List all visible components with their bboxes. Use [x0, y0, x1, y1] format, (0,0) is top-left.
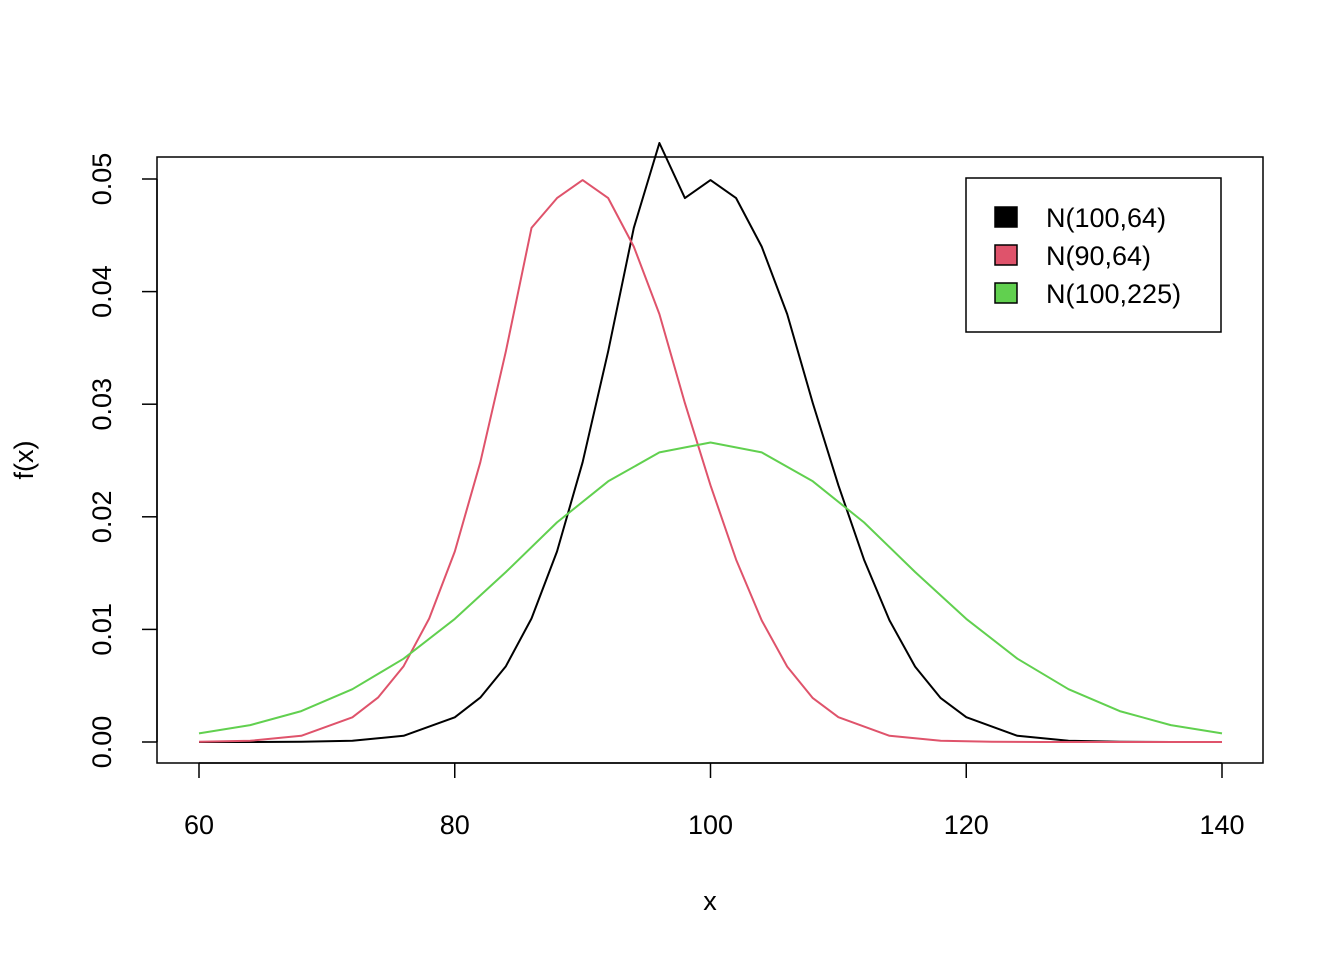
series-line-2	[198, 441, 1223, 735]
y-tick-label: 0.01	[87, 603, 117, 656]
series-line-0	[199, 142, 1222, 743]
y-tick-label: 0.05	[87, 153, 117, 206]
y-tick-label: 0.00	[87, 716, 117, 769]
x-tick-label: 100	[688, 810, 733, 840]
legend-swatch	[994, 206, 1018, 228]
legend: N(100,64) N(90,64) N(100,225)	[965, 177, 1222, 333]
series-line-1	[198, 179, 1222, 743]
legend-label: N(100,225)	[1046, 279, 1181, 309]
legend-swatch	[994, 244, 1018, 266]
density-curves	[198, 142, 1223, 743]
y-tick-label: 0.04	[87, 265, 117, 318]
x-axis-title: x	[703, 886, 717, 916]
y-tick-label: 0.03	[87, 378, 117, 431]
x-tick-label: 60	[184, 810, 214, 840]
legend-swatch	[994, 282, 1018, 304]
y-axis-title: f(x)	[9, 441, 39, 480]
legend-label: N(100,64)	[1046, 203, 1166, 233]
y-axis: 0.00 0.01 0.02 0.03 0.04 0.05	[87, 153, 158, 769]
y-tick-label: 0.02	[87, 491, 117, 544]
x-tick-label: 140	[1199, 810, 1244, 840]
x-axis: 60 80 100 120 140	[184, 762, 1245, 840]
x-tick-label: 120	[944, 810, 989, 840]
legend-label: N(90,64)	[1046, 241, 1151, 271]
x-tick-label: 80	[440, 810, 470, 840]
